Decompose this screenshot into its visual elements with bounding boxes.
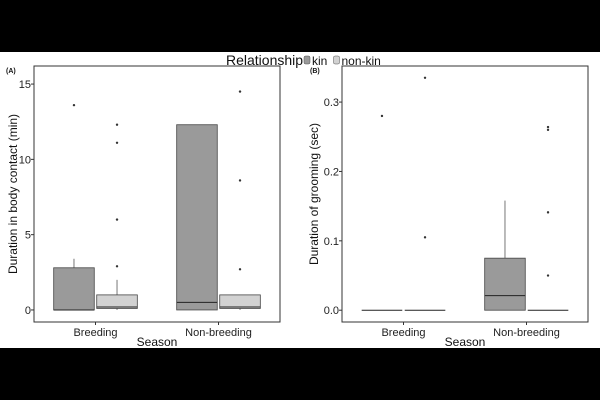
legend-title: Relationship (226, 52, 303, 68)
panel-a-box-non-breeding-kin (176, 124, 218, 311)
panel-b-ytick-label-1: 0.1 (324, 236, 339, 248)
panel-b-ytick-label-2: 0.2 (324, 166, 339, 178)
panel-a-ytick-label-1: 5 (25, 230, 31, 242)
panel-b-label: (B) (310, 68, 320, 75)
panel-b-frame (341, 65, 589, 323)
panel-a-box-non-breeding-non-kin-outlier-0 (238, 268, 242, 271)
legend-key-1 (333, 55, 340, 65)
panel-a-xtick-label-0: Breeding (73, 327, 117, 339)
panel-a-xlabel: Season (137, 335, 178, 348)
panel-a-box-non-breeding-non-kin-outlier-2 (238, 90, 242, 93)
panel-b-box-breeding-non-kin-outlier-0 (423, 236, 427, 239)
panel-a-box-breeding-kin-outlier-0 (72, 103, 76, 107)
panel-a-ytick-label-0: 0 (25, 305, 31, 317)
panel-b-box-non-breeding-kin (484, 257, 526, 311)
panel-a-box-breeding-non-kin-outlier-2 (115, 141, 119, 144)
panel-a-box-breeding-kin (53, 267, 95, 311)
panel-a-box-breeding-non-kin (96, 294, 138, 309)
panel-b-xtick-label-0: Breeding (381, 327, 425, 339)
panel-a-box-breeding-non-kin-outlier-3 (115, 123, 119, 126)
panel-b-box-non-breeding-non-kin-outlier-1 (546, 211, 550, 214)
panel-a-label: (A) (6, 68, 16, 75)
panel-b-box-non-breeding-non-kin-outlier-0 (546, 274, 550, 277)
panel-a-ytick-label-2: 10 (19, 154, 31, 166)
figure: Relationship kin non-kin (A) 0 5 10 15 Duration … (0, 52, 600, 348)
panel-a-box-breeding-non-kin-outlier-1 (115, 218, 119, 221)
panel-b-box-non-breeding-non-kin-outlier-3 (546, 125, 550, 129)
panel-a-box-breeding-non-kin-outlier-0 (115, 265, 119, 268)
panel-a-box-non-breeding-non-kin-outlier-1 (238, 179, 242, 182)
panel-b-box-breeding-kin-outlier-0 (380, 114, 384, 118)
panel-b-ylabel: Duration of grooming (sec) (307, 123, 321, 265)
panel-a-box-non-breeding-non-kin (219, 294, 261, 309)
panel-b-xtick-label-1: Non-breeding (493, 327, 560, 339)
legend-label-1: non-kin (342, 54, 381, 68)
panel-b-xlabel: Season (445, 335, 486, 348)
panel-a-ytick-label-3: 15 (19, 79, 31, 91)
panel-a-xtick-label-1: Non-breeding (185, 327, 252, 339)
legend-label-0: kin (312, 54, 327, 68)
boxplot-figure: Relationship kin non-kin (A) 0 5 10 15 Duration … (6, 52, 589, 348)
panel-a-ylabel: Duration in body contact (min) (6, 114, 20, 274)
panel-b-ytick-label-3: 0.3 (324, 97, 339, 109)
panel-b-box-breeding-non-kin-outlier-1 (423, 76, 427, 79)
panel-b-ytick-label-0: 0.0 (324, 305, 339, 317)
panel-b-box-non-breeding-non-kin-outlier-2 (546, 128, 550, 132)
legend-key-0 (303, 55, 311, 65)
